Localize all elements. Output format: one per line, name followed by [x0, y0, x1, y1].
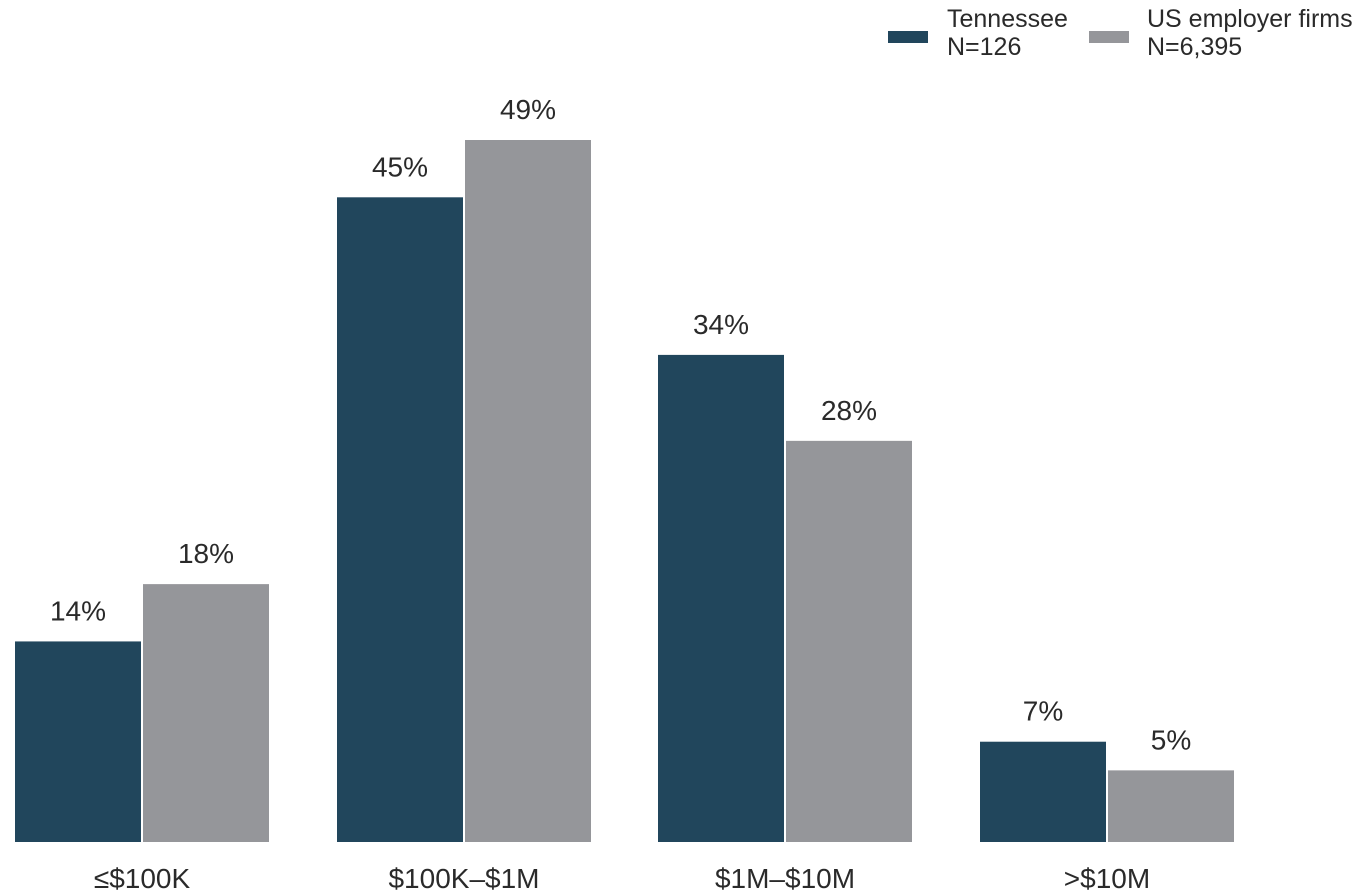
- category-label-group: ≤$100K $100K–$1M $1M–$10M >$10M: [94, 863, 1150, 893]
- bar-us-employer-firms-1: [465, 140, 591, 842]
- legend-label-us-employer-firms: US employer firms: [1147, 5, 1353, 33]
- legend-item-tennessee: Tennessee N=126: [888, 5, 1068, 61]
- bar-tennessee-0: [15, 641, 141, 842]
- category-label-3: >$10M: [1064, 863, 1150, 893]
- data-label-us-employer-firms-3: 5%: [1151, 724, 1191, 755]
- category-label-2: $1M–$10M: [715, 863, 855, 893]
- legend-swatch-tennessee: [888, 31, 928, 43]
- data-label-tennessee-2: 34%: [693, 309, 749, 340]
- data-label-tennessee-0: 14%: [50, 595, 106, 626]
- bar-us-employer-firms-0: [143, 584, 269, 842]
- bar-group: [15, 140, 1234, 842]
- bar-tennessee-1: [337, 197, 463, 842]
- legend-item-us-employer-firms: US employer firms N=6,395: [1089, 5, 1353, 61]
- bar-tennessee-2: [658, 354, 784, 842]
- bar-tennessee-3: [980, 741, 1106, 842]
- legend-swatch-us-employer-firms: [1089, 31, 1129, 43]
- category-label-1: $100K–$1M: [388, 863, 539, 893]
- bar-us-employer-firms-3: [1108, 770, 1234, 842]
- legend-sample-us-employer-firms: N=6,395: [1147, 33, 1242, 61]
- value-label-group: 14% 18% 45% 49% 34% 28% 7% 5%: [50, 94, 1191, 755]
- bar-us-employer-firms-2: [786, 440, 912, 842]
- data-label-us-employer-firms-1: 49%: [500, 94, 556, 125]
- legend-sample-tennessee: N=126: [947, 33, 1021, 61]
- legend-label-tennessee: Tennessee: [947, 5, 1068, 33]
- category-label-0: ≤$100K: [94, 863, 191, 893]
- data-label-tennessee-1: 45%: [372, 151, 428, 182]
- data-label-us-employer-firms-0: 18%: [178, 538, 234, 569]
- chart-legend: Tennessee N=126 US employer firms N=6,39…: [888, 5, 1353, 61]
- data-label-us-employer-firms-2: 28%: [821, 395, 877, 426]
- data-label-tennessee-3: 7%: [1023, 696, 1063, 727]
